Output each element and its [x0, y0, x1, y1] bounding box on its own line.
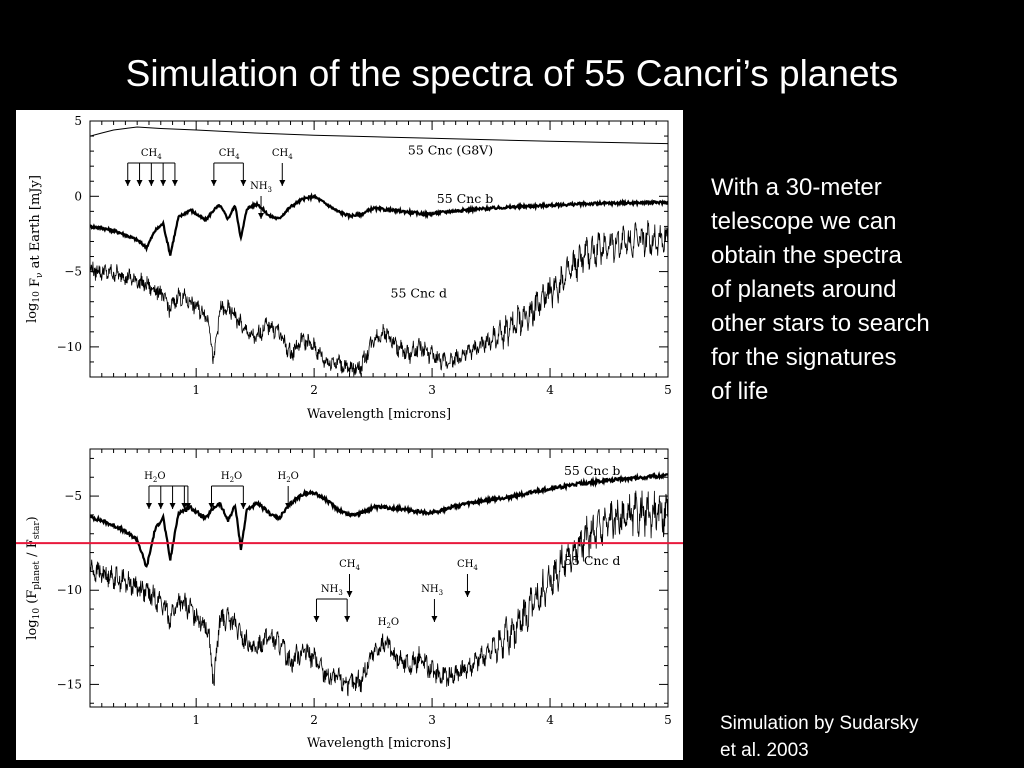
- bottom-x-tick-label: 4: [546, 713, 554, 727]
- top-series-label: 55 Cnc (G8V): [408, 142, 493, 157]
- top-x-tick-label: 2: [310, 383, 318, 397]
- bottom-annotation-arrowhead: [285, 503, 292, 509]
- bottom-y-axis-title: log10 (Fplanet / Fstar): [25, 516, 42, 639]
- top-annotation-arrowhead: [171, 180, 178, 186]
- bottom-annotation-arrowhead: [344, 616, 351, 622]
- bottom-x-tick-label: 1: [192, 713, 200, 727]
- bottom-annotation-label: CH4: [457, 559, 478, 572]
- bottom-annotation-label: H2O: [277, 471, 298, 484]
- bottom-x-tick-label: 3: [428, 713, 436, 727]
- top-x-tick-label: 3: [428, 383, 436, 397]
- top-y-tick-label: 5: [74, 114, 82, 128]
- bottom-series-line-1: [90, 490, 668, 697]
- bottom-annotation-arrowhead: [145, 503, 152, 509]
- chart-top-earth-flux: 1 2 3 4 5 5 0 −5 −10 Wavelength [microns] log10 Fν…: [25, 114, 672, 422]
- bottom-annotation-arrowhead: [346, 591, 353, 597]
- bottom-annotation-arrowhead: [169, 503, 176, 509]
- spectra-figure: 1 2 3 4 5 5 0 −5 −10 Wavelength [microns] log10 Fν…: [16, 110, 683, 760]
- top-series-label: 55 Cnc b: [437, 191, 493, 206]
- top-y-tick-label: −5: [64, 265, 82, 279]
- bottom-annotation-label: NH3: [421, 584, 443, 597]
- top-annotation-label: CH4: [219, 148, 240, 161]
- bottom-series-line-0: [90, 471, 668, 568]
- bottom-annotation-label: H2O: [221, 471, 242, 484]
- top-annotation-arrowhead: [136, 180, 143, 186]
- bottom-x-tick-label: 2: [310, 713, 318, 727]
- bottom-annotation-arrowhead: [431, 616, 438, 622]
- top-x-tick-label: 5: [664, 383, 672, 397]
- top-annotation-label: NH3: [250, 181, 272, 194]
- credit-line: Simulation by Sudarsky: [720, 713, 919, 734]
- top-series-label: 55 Cnc d: [391, 286, 447, 301]
- bottom-y-tick-label: −15: [57, 677, 82, 691]
- description-text: With a 30-meter telescope we can obtain …: [711, 171, 1016, 409]
- top-series-line-2: [90, 220, 668, 377]
- top-annotation-label: CH4: [272, 148, 293, 161]
- top-annotation-arrowhead: [124, 180, 131, 186]
- bottom-y-tick-label: −10: [57, 583, 82, 597]
- bottom-y-tick-label: −5: [64, 489, 82, 503]
- chart-bottom-contrast: 1 2 3 4 5 −5 −10 −15 Wavelength [microns] log10 (…: [16, 448, 683, 751]
- top-plot-frame: [89, 120, 669, 378]
- bottom-annotation-label: NH3: [321, 584, 343, 597]
- description-line: With a 30-meter: [711, 174, 882, 201]
- bottom-annotation-label: H2O: [378, 617, 399, 630]
- bottom-annotation-arrowhead: [208, 503, 215, 509]
- top-y-tick-label: 0: [74, 189, 82, 203]
- top-annotation-arrowhead: [240, 180, 247, 186]
- bottom-annotation-arrowhead: [240, 503, 247, 509]
- top-x-tick-label: 4: [546, 383, 554, 397]
- bottom-annotation-arrowhead: [184, 503, 191, 509]
- bottom-annotation-label: H2O: [144, 471, 165, 484]
- description-line: for the signatures: [711, 344, 897, 371]
- top-annotation-arrowhead: [160, 180, 167, 186]
- bottom-plot-frame: [89, 448, 669, 708]
- top-annotation-arrowhead: [279, 180, 286, 186]
- description-line: of planets around: [711, 276, 897, 303]
- bottom-x-axis-title: Wavelength [microns]: [307, 736, 451, 751]
- top-y-tick-label: −10: [57, 340, 82, 354]
- bottom-series-label: 55 Cnc b: [564, 463, 620, 478]
- top-annotation-arrowhead: [148, 180, 155, 186]
- description-line: of life: [711, 378, 769, 405]
- top-annotation-arrowhead: [210, 180, 217, 186]
- credit-text: Simulation by Sudarsky et al. 2003: [720, 710, 1020, 764]
- slide-title: Simulation of the spectra of 55 Cancri’s…: [125, 53, 899, 94]
- bottom-annotation-arrowhead: [464, 591, 471, 597]
- bottom-annotation-arrowhead: [157, 503, 164, 509]
- description-line: obtain the spectra: [711, 242, 902, 269]
- top-y-axis-title: log10 Fν at Earth [mJy]: [25, 175, 45, 323]
- top-x-axis-title: Wavelength [microns]: [307, 407, 451, 422]
- bottom-annotation-arrowhead: [313, 616, 320, 622]
- bottom-series-label: 55 Cnc d: [564, 553, 620, 568]
- description-line: other stars to search: [711, 310, 930, 337]
- bottom-x-tick-label: 5: [664, 713, 672, 727]
- description-line: telescope we can: [711, 208, 897, 235]
- top-annotation-label: CH4: [141, 148, 162, 161]
- top-x-tick-label: 1: [192, 383, 200, 397]
- top-annotation-arrowhead: [258, 213, 265, 219]
- top-series-line-1: [90, 192, 668, 256]
- credit-line: et al. 2003: [720, 740, 809, 761]
- spectra-figure-svg: 1 2 3 4 5 5 0 −5 −10 Wavelength [microns] log10 Fν…: [16, 114, 683, 751]
- bottom-annotation-label: CH4: [339, 559, 360, 572]
- top-series-line-0: [90, 126, 668, 145]
